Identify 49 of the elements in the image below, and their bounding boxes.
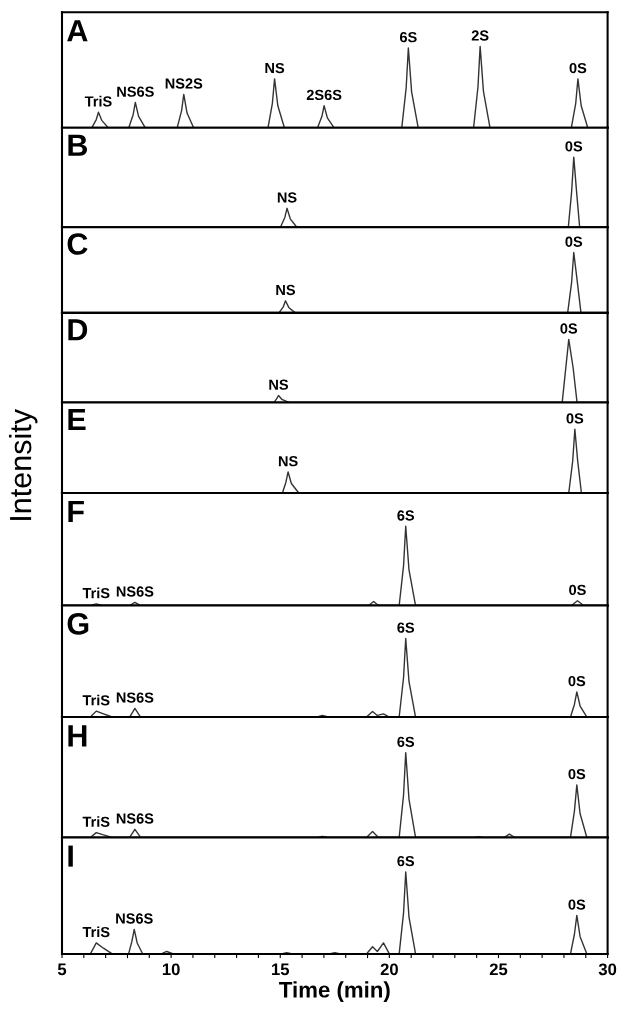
x-tick-label: 10 xyxy=(162,963,180,976)
annotation: NS xyxy=(269,379,289,390)
annotation: NS6S xyxy=(116,692,154,703)
annotation: NS xyxy=(265,62,285,74)
chart-title: B xyxy=(68,134,88,156)
annotation: NS xyxy=(277,192,297,203)
annotation: 0S xyxy=(560,323,578,334)
annotation: 0S xyxy=(568,768,586,780)
annotation: 6S xyxy=(397,510,415,521)
annotation: 6S xyxy=(397,736,415,747)
annotation: TriS xyxy=(82,587,110,599)
chart-title: E xyxy=(68,409,86,431)
annotation: NS6S xyxy=(116,586,154,597)
x-tick-label: 25 xyxy=(489,963,508,976)
chart-title: D xyxy=(68,319,88,341)
annotation: 0S xyxy=(565,141,583,152)
chart-title: I xyxy=(68,845,73,867)
chart-title: A xyxy=(67,20,88,42)
annotation: 0S xyxy=(566,413,584,424)
chart-title: C xyxy=(67,233,88,255)
x-tick-label: 15 xyxy=(272,963,290,976)
annotation: 6S xyxy=(399,32,417,43)
annotation: 6S xyxy=(397,855,415,867)
annotation: TriS xyxy=(82,694,110,706)
annotation: 0S xyxy=(568,899,586,910)
annotation: NS2S xyxy=(165,78,203,89)
annotation: 6S xyxy=(397,622,415,633)
annotation: 2S6S xyxy=(306,89,342,101)
chart-title: G xyxy=(67,613,89,635)
annotation: NS6S xyxy=(116,913,153,924)
x-tick-label: 20 xyxy=(380,963,398,976)
annotation: NS6S xyxy=(117,86,154,97)
annotation: TriS xyxy=(84,95,112,107)
chart-title: H xyxy=(68,725,87,747)
x-tick-label: 5 xyxy=(57,963,67,976)
x-axis-title: Time (min) xyxy=(279,981,390,1002)
annotation: 0S xyxy=(569,62,587,74)
annotation: 0S xyxy=(565,236,583,247)
annotation: 0S xyxy=(569,584,586,596)
annotation: TriS xyxy=(82,816,110,827)
chart-title: F xyxy=(68,500,84,522)
annotation: TriS xyxy=(82,926,110,938)
y-axis-title: Intensity xyxy=(8,409,38,520)
annotation: 2S xyxy=(471,30,489,41)
annotation: NS6S xyxy=(116,813,154,824)
x-tick-label: 30 xyxy=(598,963,617,976)
annotation: NS xyxy=(276,284,296,296)
annotation: NS xyxy=(278,455,298,467)
annotation: 0S xyxy=(568,675,586,687)
